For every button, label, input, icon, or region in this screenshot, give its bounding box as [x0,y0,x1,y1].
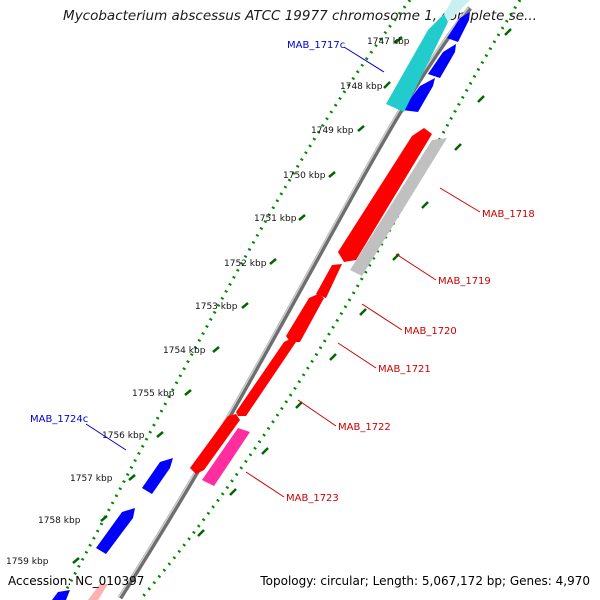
scale-label-1754: 1754 kbp [163,346,206,356]
gene-label-mab-1722[interactable]: MAB_1722 [338,422,391,433]
gene-arrow-mab-1717c[interactable] [386,14,448,112]
gene-arrow-mab-1721[interactable] [286,294,324,342]
map-title: Mycobacterium abscessus ATCC 19977 chrom… [63,8,537,24]
gene-arrow[interactable] [96,508,135,554]
scale-label-1758: 1758 kbp [38,516,81,526]
gene-arrow[interactable] [52,590,70,600]
scale-label-1747: 1747 kbp [367,37,410,47]
gene-label-mab-1721[interactable]: MAB_1721 [378,364,431,375]
gene-labels: MAB_1717c MAB_1718 MAB_1719 MAB_1720 MAB… [30,40,535,504]
chromosome-backbone-highlight [117,7,470,598]
gene-arrow-mab-1724c[interactable] [142,458,173,494]
forward-genes [52,12,470,600]
gene-arrow[interactable] [190,414,240,474]
scale-label-1752: 1752 kbp [224,259,267,269]
scale-label-1757: 1757 kbp [70,474,113,484]
gene-label-mab-1719[interactable]: MAB_1719 [438,276,491,287]
genome-stats-label: Topology: circular; Length: 5,067,172 bp… [260,574,590,588]
gene-label-mab-1717c[interactable]: MAB_1717c [287,40,345,51]
gene-arrow-mab-1718[interactable] [338,128,432,262]
gene-arrow-faded [88,584,108,600]
gene-label-mab-1718[interactable]: MAB_1718 [482,209,535,220]
gene-arrow-mab-1720[interactable] [316,264,342,298]
gene-arrow-mab-1722[interactable] [236,338,296,416]
chromosome-backbone [117,6,472,600]
gene-arrow[interactable] [428,44,456,78]
scale-label-1755: 1755 kbp [132,389,175,399]
gene-arrow[interactable] [447,12,470,42]
gene-label-mab-1720[interactable]: MAB_1720 [404,326,457,337]
label-leaders [85,46,481,498]
scale-label-1753: 1753 kbp [195,302,238,312]
outer-scale-ticks [197,28,512,537]
gene-arrow-mab-1719[interactable] [350,138,447,276]
accession-label: Accession: NC_010397 [8,574,145,588]
gene-arrow-mab-1723[interactable] [202,428,250,486]
scale-label-1751: 1751 kbp [254,214,297,224]
gene-label-mab-1723[interactable]: MAB_1723 [286,493,339,504]
scale-label-1749: 1749 kbp [311,126,354,136]
scale-label-1759: 1759 kbp [6,557,49,567]
scale-label-1756: 1756 kbp [102,431,145,441]
gene-arrow[interactable] [402,78,435,112]
scale-ticks [72,36,403,564]
scale-label-1750: 1750 kbp [283,171,326,181]
reverse-genes [88,128,447,600]
gene-label-mab-1724c[interactable]: MAB_1724c [30,414,88,425]
outer-dotted-track [138,0,522,600]
scale-label-1748: 1748 kbp [340,82,383,92]
scale-labels: 1747 kbp 1748 kbp 1749 kbp 1750 kbp 1751… [6,37,410,567]
gene-arrow-faded [444,0,470,22]
